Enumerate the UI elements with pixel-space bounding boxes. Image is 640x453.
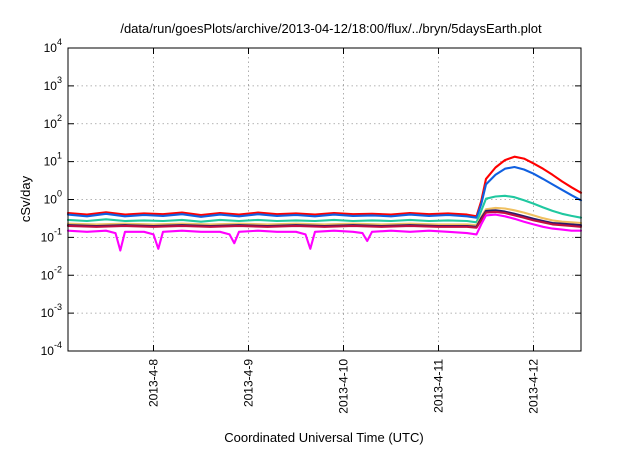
y-tick-label: 102: [44, 113, 62, 131]
y-tick-label: 104: [44, 37, 62, 55]
x-tick-label: 2013-4-12: [527, 359, 541, 414]
x-tick-label: 2013-4-8: [147, 359, 161, 407]
y-tick-exponent: 0: [57, 189, 62, 199]
y-tick-exponent: -4: [54, 340, 62, 350]
y-tick-exponent: -1: [54, 226, 62, 236]
series-line: [66, 210, 583, 229]
y-tick-exponent: -3: [54, 302, 62, 312]
x-tick-label: 2013-4-10: [337, 359, 351, 414]
series-line: [66, 165, 583, 219]
series-line: [66, 155, 583, 218]
y-tick-label: 101: [44, 151, 62, 169]
series-line: [66, 206, 583, 227]
y-tick-exponent: -2: [54, 264, 62, 274]
y-tick-label: 10-4: [41, 340, 62, 358]
y-tick-label: 10-2: [41, 264, 62, 282]
y-tick-label: 10-3: [41, 302, 62, 320]
series-line: [66, 194, 583, 224]
y-tick-exponent: 2: [57, 113, 62, 123]
x-tick-label: 2013-4-9: [242, 359, 256, 407]
y-tick-label: 100: [44, 189, 62, 207]
chart-title: /data/run/goesPlots/archive/2013-04-12/1…: [120, 21, 542, 36]
y-tick-label: 103: [44, 75, 62, 93]
y-axis-label: cSv/day: [18, 175, 33, 222]
y-tick-exponent: 1: [57, 151, 62, 161]
y-tick-exponent: 4: [57, 37, 62, 47]
x-tick-label: 2013-4-11: [432, 359, 446, 413]
series-group: [66, 155, 583, 252]
series-line: [66, 213, 583, 252]
x-axis: 2013-4-8 2013-4-9 2013-4-10 2013-4-11 2013-4…: [147, 48, 541, 414]
grid-lines: [68, 48, 581, 351]
y-tick-label: 10-1: [41, 226, 62, 244]
y-tick-exponent: 3: [57, 75, 62, 85]
x-axis-label: Coordinated Universal Time (UTC): [224, 430, 423, 445]
